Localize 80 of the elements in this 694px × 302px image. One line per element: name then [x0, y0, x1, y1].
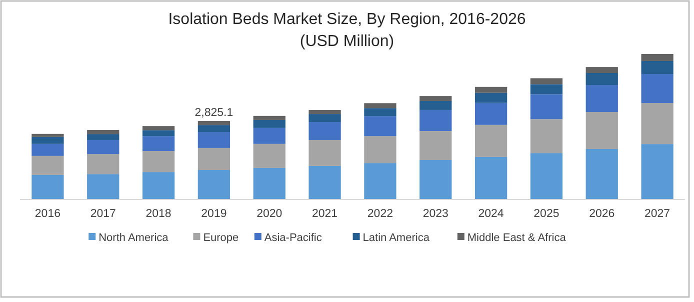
- bar: [420, 130, 452, 160]
- legend-label: Middle East & Africa: [467, 232, 567, 244]
- x-tick-label: 2018: [146, 208, 172, 220]
- bar: [308, 110, 341, 114]
- bar: [198, 120, 230, 126]
- bar: [530, 119, 563, 154]
- bar: [586, 112, 618, 149]
- bar: [32, 174, 64, 199]
- bar: [641, 144, 674, 199]
- bar: [308, 114, 341, 122]
- x-tick-label: 2017: [90, 208, 116, 220]
- x-tick-label: 2020: [256, 208, 282, 220]
- bar: [142, 172, 175, 199]
- x-tick-label: 2024: [478, 208, 504, 220]
- bar: [420, 100, 452, 110]
- legend-label: North America: [98, 232, 170, 244]
- annotation: 2,825.1: [194, 106, 234, 119]
- bar: [142, 136, 175, 152]
- bar: [142, 151, 175, 172]
- x-tick-label: 2027: [644, 208, 670, 220]
- bar: [474, 156, 508, 199]
- bar: [142, 130, 175, 136]
- bar: [253, 168, 286, 199]
- bar: [32, 134, 64, 137]
- bar: [641, 74, 674, 104]
- bar: [32, 156, 64, 175]
- bar: [364, 108, 396, 116]
- bar: [142, 126, 175, 130]
- chart-subtitle: (USD Million): [300, 33, 394, 50]
- bar: [586, 67, 618, 73]
- x-tick-label: 2021: [312, 208, 338, 220]
- bar: [474, 92, 508, 103]
- bar: [308, 140, 341, 166]
- bar: [87, 130, 120, 134]
- legend-label: Asia-Pacific: [264, 232, 322, 244]
- bar: [474, 124, 508, 157]
- bar: [364, 116, 396, 136]
- x-tick-label: 2019: [201, 208, 227, 220]
- x-tick-label: 2026: [589, 208, 615, 220]
- bar: [198, 132, 230, 148]
- bar: [420, 96, 452, 101]
- bar: [198, 125, 230, 132]
- bar: [308, 122, 341, 140]
- bar: [253, 120, 286, 128]
- bar: [364, 103, 396, 108]
- bar: [530, 94, 563, 120]
- bar: [530, 84, 563, 94]
- bar: [420, 160, 452, 199]
- chart-title: Isolation Beds Market Size, By Region, 2016-2026: [168, 11, 526, 28]
- x-tick-label: 2016: [34, 208, 61, 220]
- bar: [474, 102, 508, 125]
- bar: [87, 174, 120, 199]
- bar: [253, 116, 286, 120]
- bar: [87, 154, 120, 174]
- bar: [308, 166, 341, 199]
- bar: [198, 148, 230, 170]
- bar: [420, 110, 452, 131]
- bar: [586, 148, 618, 199]
- bar: [530, 78, 563, 84]
- x-tick-label: 2023: [422, 208, 448, 220]
- bar: [198, 170, 230, 199]
- bar: [32, 144, 64, 156]
- bar: [474, 86, 508, 93]
- bar: [530, 153, 563, 199]
- bar: [253, 128, 286, 144]
- bar: [364, 136, 396, 164]
- bar: [586, 85, 618, 112]
- x-tick-label: 2025: [534, 208, 560, 220]
- bar: [641, 54, 674, 61]
- bar: [364, 163, 396, 199]
- bar: [641, 103, 674, 144]
- bar: [87, 140, 120, 154]
- bar: [253, 144, 286, 168]
- bar: [586, 72, 618, 86]
- legend-label: Latin America: [362, 232, 430, 244]
- bar: [641, 60, 674, 74]
- bar: [87, 134, 120, 140]
- legend-label: Europe: [203, 232, 239, 244]
- bar: [32, 136, 64, 144]
- x-tick-label: 2022: [367, 208, 394, 220]
